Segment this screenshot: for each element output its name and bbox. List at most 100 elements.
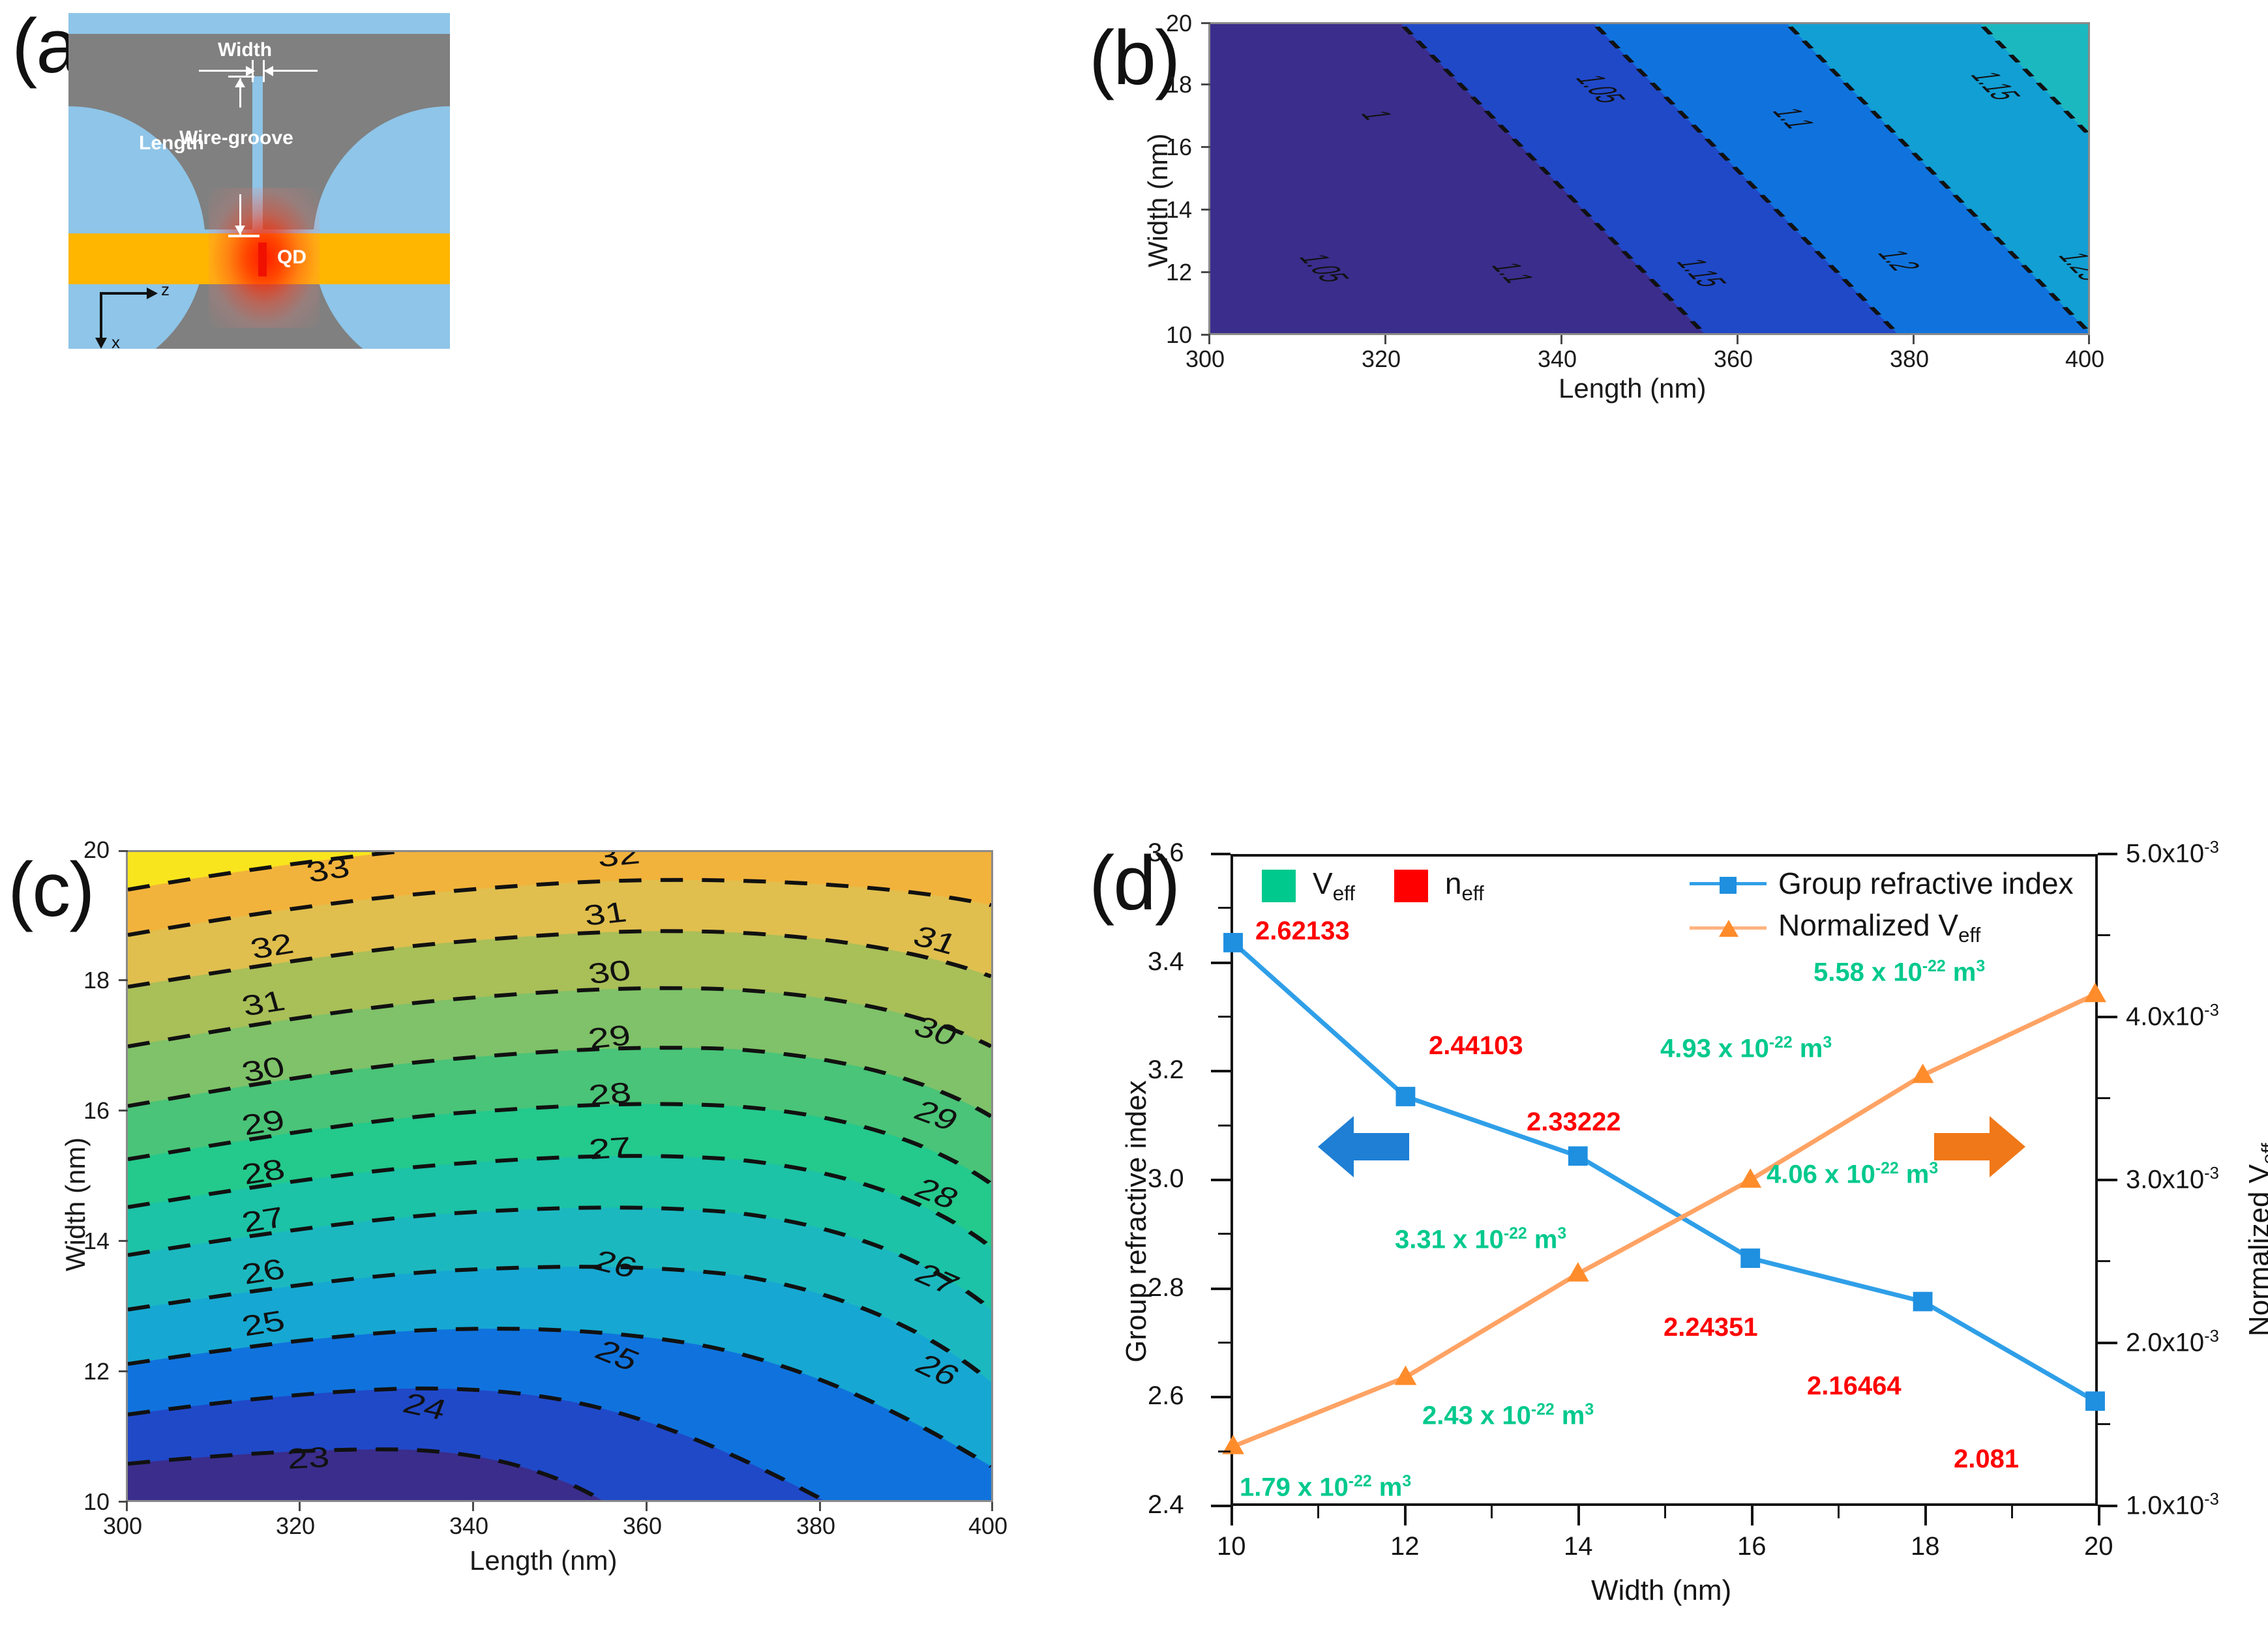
coordinate-axes-icon: z x bbox=[95, 280, 178, 349]
panel-c-letter: (c) bbox=[8, 847, 95, 933]
panel-a-schematic: Width Length Wire-groove QD z x bbox=[68, 13, 450, 349]
panel-d-xtick-minor bbox=[1317, 1506, 1319, 1518]
panel-c-xtick-label: 400 bbox=[968, 1512, 1008, 1539]
panel-d-left-ytick-minor bbox=[1218, 1451, 1231, 1452]
panel-c-xaxis-title: Length (nm) bbox=[470, 1545, 618, 1576]
contour-label: 29 bbox=[238, 1103, 288, 1141]
panel-d-xtick-label: 16 bbox=[1737, 1532, 1767, 1561]
band-23 bbox=[128, 1449, 602, 1500]
panel-b-xtick-label: 400 bbox=[2065, 346, 2105, 372]
contour-label: 23 bbox=[286, 1441, 331, 1475]
veff-data-label: 5.58 x 10-22 m3 bbox=[1813, 958, 1986, 987]
legend-label-group-index: Group refractive index bbox=[1778, 866, 2074, 900]
panel-b-ytick-label: 18 bbox=[1166, 71, 1193, 98]
panel-d-left-ytick-minor bbox=[1218, 1342, 1231, 1344]
series-group-refractive-index-line bbox=[1231, 941, 2096, 1404]
panel-b-xtick-label: 380 bbox=[1890, 346, 1930, 372]
panel-d-left-ytick bbox=[1211, 853, 1231, 855]
panel-b-ytick-label: 20 bbox=[1166, 10, 1193, 37]
contour-label: 25 bbox=[238, 1304, 288, 1342]
panel-d-xtick-label: 12 bbox=[1390, 1532, 1420, 1561]
nano-slot bbox=[252, 76, 263, 237]
panel-b-xaxis-title: Length (nm) bbox=[1559, 373, 1707, 404]
width-arrowhead-left bbox=[264, 66, 273, 76]
veff-data-label: 2.43 x 10-22 m3 bbox=[1422, 1401, 1594, 1430]
panel-c-xtick-label: 360 bbox=[623, 1512, 663, 1539]
panel-c-ytick bbox=[119, 1501, 128, 1503]
legend-series-normalized-veff: Normalized Veff bbox=[1690, 907, 2074, 947]
panel-c-container: (c) bbox=[8, 836, 1076, 1623]
contour-label: 28 bbox=[587, 1076, 633, 1111]
veff-data-label: 3.31 x 10-22 m3 bbox=[1395, 1225, 1567, 1254]
panel-d-left-ytick bbox=[1211, 1505, 1231, 1507]
panel-b-ytick bbox=[1201, 209, 1210, 211]
series-normalized-veff-markers bbox=[1222, 982, 2106, 1454]
panel-d-legend-series: Group refractive index Normalized Veff bbox=[1690, 866, 2074, 947]
panel-d-left-ytick bbox=[1211, 1396, 1231, 1398]
veff-color-swatch bbox=[1262, 869, 1296, 902]
wire-groove-label: Wire-groove bbox=[179, 127, 293, 149]
legend-row-swatches: Veff neff bbox=[1262, 866, 1484, 906]
panel-c-ytick bbox=[119, 1370, 128, 1372]
x-axis-shaft bbox=[100, 292, 102, 340]
panel-c-xtick-label: 320 bbox=[276, 1512, 316, 1539]
panel-d-left-ytick bbox=[1211, 962, 1231, 964]
panel-d-xtick-minor bbox=[1491, 1506, 1493, 1518]
panel-d-left-ytick-label: 3.6 bbox=[1148, 838, 1184, 867]
panel-c-contour-svg: 33 32 32 31 31 31 30 30 30 29 29 29 28 2… bbox=[128, 852, 991, 1500]
panel-d-right-ytick bbox=[2098, 1016, 2117, 1018]
panel-d-xtick-minor bbox=[2011, 1506, 2013, 1518]
panel-b-xtick-label: 300 bbox=[1186, 346, 1225, 372]
left-axis-direction-arrow-icon bbox=[1318, 1116, 1409, 1177]
panel-d-container: (d) Veff neff Group refractive index bbox=[1089, 838, 2268, 1650]
panel-d-left-ytick-label: 3.2 bbox=[1148, 1055, 1184, 1084]
neff-legend-label: neff bbox=[1444, 866, 1484, 906]
neff-data-label: 2.24351 bbox=[1664, 1313, 1758, 1342]
panel-c-ytick-label: 18 bbox=[83, 967, 110, 994]
panel-c-xtick bbox=[991, 1502, 993, 1511]
panel-b-xtick bbox=[2088, 335, 2090, 344]
panel-c-ytick-label: 20 bbox=[83, 836, 110, 863]
schematic-canvas: Width Length Wire-groove QD z x bbox=[68, 13, 450, 349]
qd-marker bbox=[258, 243, 267, 276]
panel-c-xtick-label: 380 bbox=[796, 1512, 836, 1539]
panel-d-xtick-label: 10 bbox=[1217, 1532, 1246, 1561]
panel-d-left-ytick-label: 3.0 bbox=[1148, 1164, 1184, 1193]
z-axis-label: z bbox=[161, 280, 170, 299]
legend-series-group-index: Group refractive index bbox=[1690, 866, 2074, 901]
x-axis-arrowhead-icon bbox=[95, 338, 107, 349]
panel-b-ytick bbox=[1201, 22, 1210, 24]
veff-data-label: 4.06 x 10-22 m3 bbox=[1767, 1160, 1939, 1189]
panel-d-xtick bbox=[1404, 1506, 1407, 1525]
panel-b-ytick bbox=[1201, 83, 1210, 85]
panel-d-left-ytick bbox=[1211, 1179, 1231, 1181]
neff-data-label: 2.62133 bbox=[1255, 917, 1350, 945]
length-arrowhead-up bbox=[235, 78, 245, 87]
panel-d-right-ytick bbox=[2098, 1342, 2117, 1344]
contour-label: 26 bbox=[238, 1252, 288, 1290]
legend-key-blue-square-icon bbox=[1690, 872, 1767, 894]
panel-d-xtick-label: 18 bbox=[1911, 1532, 1940, 1561]
veff-data-label: 4.93 x 10-22 m3 bbox=[1660, 1034, 1832, 1063]
panel-d-xtick-minor bbox=[1664, 1506, 1666, 1518]
panel-d-left-ytick-minor bbox=[1218, 1016, 1231, 1018]
panel-d-right-ytick-minor bbox=[2098, 1260, 2110, 1262]
panel-d-xtick bbox=[1231, 1506, 1233, 1525]
z-axis-shaft bbox=[100, 292, 149, 295]
panel-b-plot-area: 1 1.05 1.05 1.1 1.1 1.15 1.15 1.2 1.2 1.… bbox=[1208, 22, 2090, 335]
panel-d-xtick bbox=[1577, 1506, 1580, 1525]
contour-label: 28 bbox=[238, 1153, 288, 1190]
panel-b-ytick bbox=[1201, 146, 1210, 148]
contour-label: 27 bbox=[588, 1130, 633, 1165]
width-arrow-shaft-right bbox=[264, 70, 318, 72]
panel-c-ytick bbox=[119, 979, 128, 981]
length-arrow-shaft-lower bbox=[239, 194, 241, 235]
panel-c-xtick-label: 300 bbox=[103, 1512, 143, 1539]
contour-label: 32 bbox=[595, 852, 642, 873]
veff-data-label: 1.79 x 10-22 m3 bbox=[1240, 1473, 1412, 1502]
panel-d-letter: (d) bbox=[1089, 840, 1180, 926]
panel-c-ytick-label: 12 bbox=[83, 1358, 110, 1385]
series-normalized-veff-line bbox=[1232, 992, 2096, 1449]
width-label: Width bbox=[218, 39, 273, 61]
contour-label: 32 bbox=[246, 927, 297, 965]
